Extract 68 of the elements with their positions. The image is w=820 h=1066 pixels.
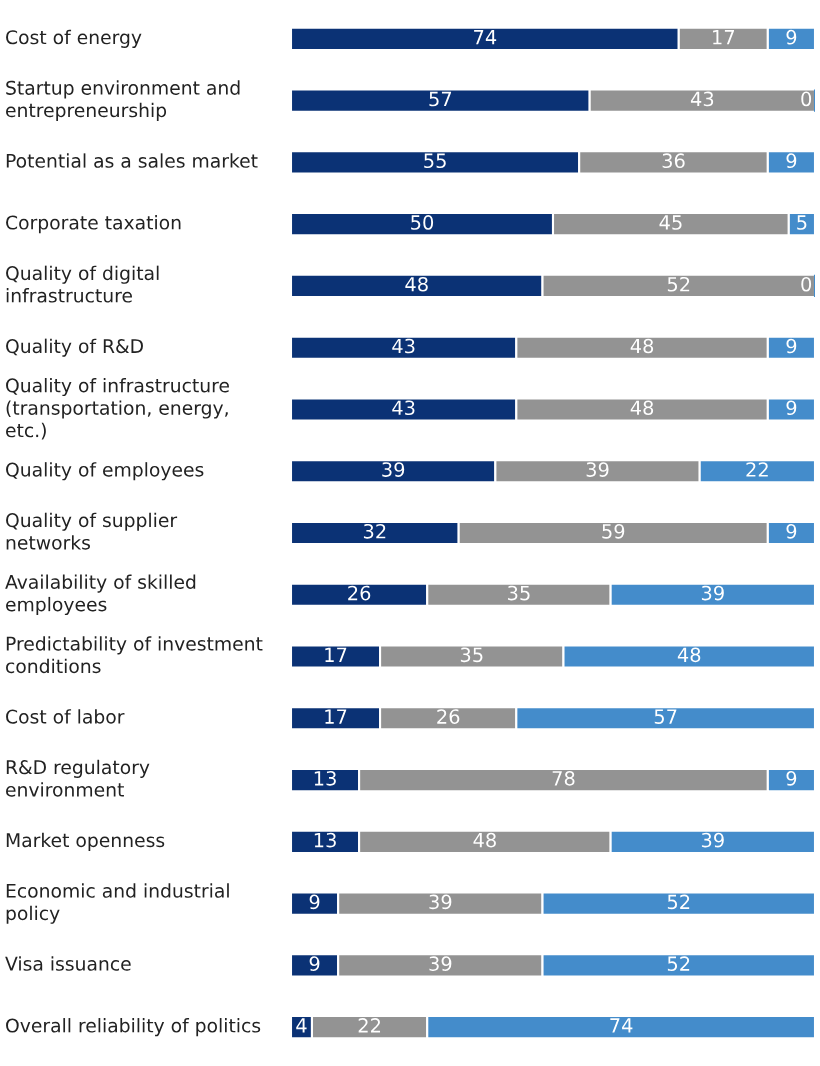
data-label: 52 bbox=[667, 956, 690, 971]
data-label: 17 bbox=[325, 709, 347, 724]
data-label: 5 bbox=[797, 215, 807, 230]
y-tick-label: Startup environment and entrepreneurship bbox=[6, 80, 240, 121]
data-label: 9 bbox=[786, 29, 797, 45]
data-label: 9 bbox=[309, 894, 320, 910]
y-tick-label: Availability of skilled employees bbox=[5, 574, 196, 616]
data-label: 52 bbox=[667, 894, 690, 910]
y-tick-label: Visa issuance bbox=[5, 956, 131, 971]
y-tick-label: Cost of energy bbox=[6, 29, 142, 48]
data-label: 39 bbox=[701, 832, 724, 848]
data-label: 35 bbox=[460, 647, 483, 663]
data-label: 9 bbox=[786, 523, 797, 539]
data-label: 78 bbox=[552, 770, 575, 786]
data-label: 48 bbox=[630, 400, 654, 416]
data-label: 0 bbox=[801, 276, 812, 292]
data-label: 43 bbox=[392, 400, 415, 416]
data-label: 9 bbox=[786, 400, 797, 416]
y-tick-label: Potential as a sales market bbox=[6, 153, 258, 168]
y-tick-label: Quality of infrastructure (transportation, energy, etc.) bbox=[6, 377, 229, 440]
data-label: 59 bbox=[602, 523, 625, 539]
data-label: 9 bbox=[786, 338, 797, 354]
data-label: 35 bbox=[508, 585, 530, 601]
data-label: 13 bbox=[314, 832, 336, 848]
data-label: 4 bbox=[296, 1018, 307, 1033]
data-label: 57 bbox=[654, 709, 677, 724]
data-label: 43 bbox=[690, 91, 714, 107]
data-label: 22 bbox=[746, 462, 768, 477]
y-tick-label: Quality of R&D bbox=[6, 338, 143, 357]
data-label: 52 bbox=[667, 276, 690, 292]
data-label: 50 bbox=[411, 215, 434, 230]
data-label: 26 bbox=[348, 585, 371, 601]
y-tick-label: Predictability of investment conditions bbox=[6, 636, 263, 674]
data-label: 36 bbox=[662, 153, 685, 169]
data-label: 9 bbox=[786, 153, 797, 169]
y-tick-label: Quality of digital infrastructure bbox=[6, 265, 159, 303]
data-label: 74 bbox=[474, 30, 497, 45]
data-label: 13 bbox=[314, 770, 336, 786]
data-label: 39 bbox=[382, 462, 405, 477]
y-tick-label: Economic and industrial policy bbox=[6, 883, 229, 924]
data-label: 39 bbox=[701, 585, 724, 601]
y-tick-label: Market openness bbox=[6, 832, 165, 851]
data-label: 17 bbox=[325, 647, 347, 662]
data-label: 26 bbox=[437, 709, 460, 724]
y-tick-label: Quality of employees bbox=[6, 462, 204, 481]
data-label: 39 bbox=[586, 462, 609, 477]
data-label: 0 bbox=[801, 91, 812, 107]
y-tick-label: Quality of supplier networks bbox=[6, 512, 178, 550]
data-label: 39 bbox=[429, 894, 452, 910]
y-tick-label: Cost of labor bbox=[6, 709, 125, 724]
data-label: 17 bbox=[713, 30, 735, 45]
data-label: 48 bbox=[630, 338, 654, 354]
data-label: 48 bbox=[677, 647, 701, 663]
y-tick-label: R&D regulatory environment bbox=[6, 759, 150, 797]
data-label: 57 bbox=[429, 91, 452, 107]
y-tick-label: Corporate taxation bbox=[6, 215, 181, 234]
data-label: 9 bbox=[786, 770, 797, 786]
data-label: 9 bbox=[309, 956, 320, 971]
data-label: 43 bbox=[392, 338, 415, 354]
y-tick-label: Overall reliability of politics bbox=[6, 1018, 261, 1037]
data-label: 22 bbox=[358, 1018, 381, 1033]
data-label: 45 bbox=[659, 215, 682, 230]
data-label: 48 bbox=[473, 832, 496, 848]
data-label: 32 bbox=[363, 523, 386, 539]
data-label: 48 bbox=[405, 276, 428, 292]
data-label: 39 bbox=[429, 956, 452, 971]
data-label: 55 bbox=[424, 153, 446, 169]
data-label: 74 bbox=[610, 1018, 633, 1033]
